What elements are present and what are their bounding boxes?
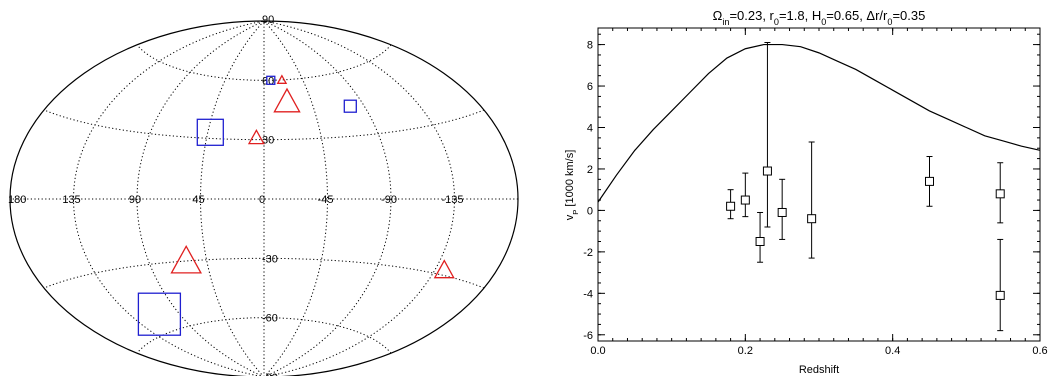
longitude-label: -45 <box>318 194 334 206</box>
aitoff-sky-map: 180 135 90 45 0 -45 -90 -135 90 60 30 -30 -60 -90 <box>8 14 519 376</box>
longitude-label: 45 <box>192 194 204 206</box>
square-marker <box>266 75 276 85</box>
data-point <box>762 166 772 176</box>
longitude-label: 180 <box>8 194 26 206</box>
square-marker <box>343 99 357 113</box>
y-tick-label: -2 <box>583 247 593 259</box>
triangle-marker <box>433 259 455 279</box>
velocity-redshift-plot: Ωin=0.23, r0=1.8, H0=0.65, Δr/r0=0.35 0.… <box>564 8 1048 376</box>
sky-grid <box>9 20 519 376</box>
latitude-label: -30 <box>262 253 278 265</box>
data-point <box>726 201 736 211</box>
data-point <box>995 189 1005 199</box>
chart-title: Ωin=0.23, r0=1.8, H0=0.65, Δr/r0=0.35 <box>713 8 926 27</box>
triangle-marker <box>276 74 288 84</box>
meridian-line <box>263 20 329 376</box>
model-curve-line <box>597 43 1041 203</box>
data-point <box>925 176 934 186</box>
square-marker <box>196 118 224 146</box>
data-points <box>726 42 1005 332</box>
longitude-label: 90 <box>129 194 141 206</box>
data-point <box>777 207 787 217</box>
longitude-label: -135 <box>441 194 463 206</box>
parallel-line <box>43 257 485 289</box>
x-tick-label: 0.4 <box>885 345 900 357</box>
y-tick-label: -4 <box>583 288 593 300</box>
x-tick-label: 0.2 <box>738 345 753 357</box>
sky-grid-labels: 180 135 90 45 0 -45 -90 -135 90 60 30 -30 -60 -90 <box>8 14 464 376</box>
model-curve <box>597 43 1041 203</box>
triangle-marker <box>170 244 203 274</box>
axis-ticks: 0.0 0.2 0.4 0.6 -6 -4 -2 0 2 4 6 8 <box>583 28 1048 357</box>
data-point <box>995 290 1005 300</box>
latitude-label: 60 <box>262 75 274 87</box>
y-axis-label: vP [1000 km/s] <box>564 150 580 221</box>
y-tick-label: 6 <box>587 81 593 93</box>
longitude-label: 135 <box>62 194 80 206</box>
y-tick-label: 0 <box>587 205 593 217</box>
triangle-marker <box>247 128 265 145</box>
sky-markers <box>137 74 455 336</box>
data-point <box>740 195 750 205</box>
square-marker <box>137 292 182 336</box>
y-tick-label: 8 <box>587 40 593 52</box>
latitude-label: 90 <box>262 14 274 26</box>
latitude-label: -90 <box>262 372 278 376</box>
x-tick-label: 0.6 <box>1032 345 1047 357</box>
parallel-line <box>43 109 485 141</box>
plot-frame <box>597 27 1041 342</box>
triangle-marker <box>273 87 301 113</box>
longitude-label: 0 <box>259 194 265 206</box>
x-tick-label: 0.0 <box>590 345 605 357</box>
y-tick-label: 2 <box>587 164 593 176</box>
x-axis-label: Redshift <box>799 364 839 376</box>
data-point <box>807 214 817 224</box>
longitude-label: -90 <box>381 194 397 206</box>
latitude-label: -60 <box>262 313 278 325</box>
data-point <box>755 237 765 247</box>
y-tick-label: 4 <box>587 122 593 134</box>
latitude-label: 30 <box>262 135 274 147</box>
y-tick-label: -6 <box>583 330 593 342</box>
